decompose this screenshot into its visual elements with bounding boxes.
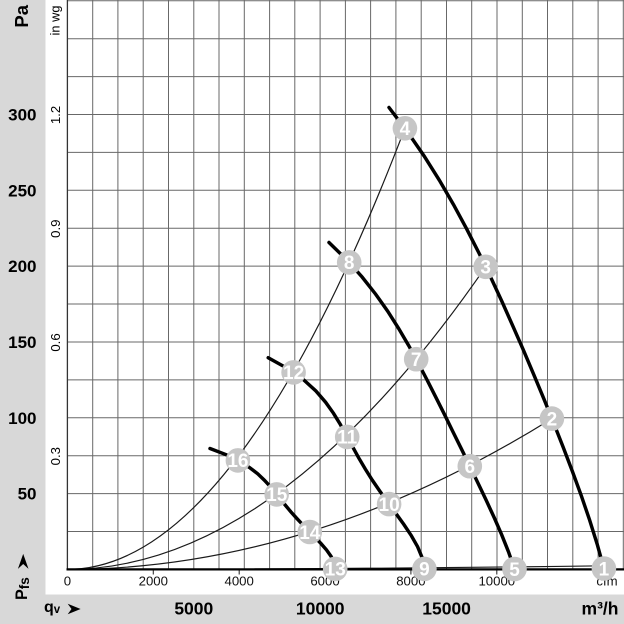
svg-text:14: 14 — [299, 523, 321, 544]
svg-text:100: 100 — [8, 409, 36, 428]
svg-text:1: 1 — [599, 559, 610, 580]
svg-text:9: 9 — [419, 560, 430, 581]
svg-text:16: 16 — [227, 451, 248, 472]
svg-text:0.3: 0.3 — [48, 447, 63, 465]
svg-text:6: 6 — [465, 457, 476, 478]
svg-text:4: 4 — [400, 119, 411, 140]
svg-text:10: 10 — [379, 495, 400, 516]
svg-text:10000: 10000 — [296, 599, 345, 619]
svg-text:0.6: 0.6 — [48, 333, 63, 351]
svg-text:250: 250 — [8, 181, 36, 200]
svg-text:15: 15 — [266, 485, 288, 506]
svg-text:2000: 2000 — [139, 573, 168, 588]
svg-text:50: 50 — [18, 485, 37, 504]
svg-text:300: 300 — [8, 106, 36, 125]
svg-text:5: 5 — [509, 560, 520, 581]
svg-text:0.9: 0.9 — [48, 220, 63, 238]
svg-text:12: 12 — [283, 363, 304, 384]
svg-text:Pa: Pa — [11, 4, 32, 27]
svg-text:m³/h: m³/h — [582, 599, 619, 619]
svg-text:150: 150 — [8, 333, 36, 352]
svg-text:3: 3 — [480, 258, 491, 279]
svg-text:qv: qv — [44, 599, 61, 616]
svg-text:13: 13 — [325, 560, 346, 581]
svg-text:in wg: in wg — [47, 6, 62, 36]
svg-text:15000: 15000 — [422, 599, 471, 619]
svg-text:2: 2 — [547, 409, 558, 430]
svg-text:0: 0 — [64, 573, 71, 588]
svg-text:8: 8 — [344, 253, 355, 274]
svg-text:1.2: 1.2 — [48, 106, 63, 124]
svg-text:Pfs: Pfs — [13, 577, 32, 600]
svg-text:4000: 4000 — [225, 573, 254, 588]
svg-text:11: 11 — [337, 428, 358, 449]
svg-text:7: 7 — [411, 350, 422, 371]
svg-text:200: 200 — [8, 257, 36, 276]
svg-text:5000: 5000 — [174, 599, 213, 619]
